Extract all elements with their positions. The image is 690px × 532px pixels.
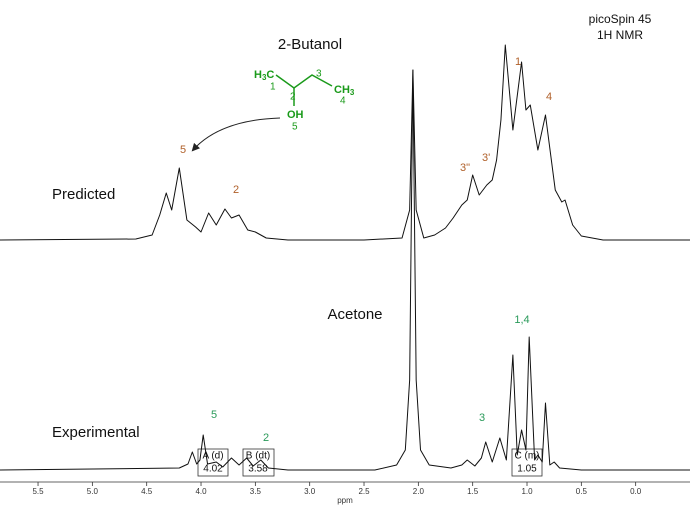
x-tick-label: 1.5: [467, 487, 479, 496]
peak-label: 3": [460, 162, 470, 174]
x-tick-label: 4.5: [141, 487, 153, 496]
instrument: picoSpin 45: [589, 12, 652, 26]
peak-box-shift: 1.05: [517, 464, 537, 475]
atom-number: 2: [290, 92, 296, 103]
x-tick-label: 5.5: [32, 487, 44, 496]
peak-label: 2: [263, 432, 269, 444]
bond: [275, 74, 333, 89]
x-axis-label: ppm: [337, 496, 353, 505]
peak-label: 3': [482, 152, 490, 164]
spectrum: [0, 69, 690, 471]
x-tick-label: 2.5: [358, 487, 370, 496]
spectrum: [0, 44, 690, 241]
peak-box-label: A (d): [202, 451, 223, 462]
peak-box: [511, 448, 543, 477]
atom-number: 3: [316, 69, 322, 80]
atom: OH: [287, 109, 304, 121]
peak-box-shift: 3.58: [248, 464, 268, 475]
arrow: [191, 117, 281, 152]
series-label: Experimental: [52, 424, 140, 441]
atom: CH3: [334, 84, 355, 97]
atom: H3C: [254, 69, 274, 82]
peak-label: 4: [546, 91, 552, 103]
x-tick-label: 0.5: [576, 487, 588, 496]
x-tick-label: 2.0: [413, 487, 425, 496]
atom-number: 1: [270, 82, 276, 93]
x-tick-label: 3.5: [250, 487, 262, 496]
peak-box-label: C (m): [515, 451, 540, 462]
peak-label: 2: [233, 184, 239, 196]
x-tick-label: 0.0: [630, 487, 642, 496]
peak-box-shift: 4.02: [203, 464, 223, 475]
atom-number: 5: [292, 122, 298, 133]
peak-label: 5: [211, 409, 217, 421]
x-tick-label: 1.0: [521, 487, 533, 496]
peak-label: 1,4: [514, 314, 529, 326]
series-label: Predicted: [52, 186, 115, 203]
peak-box-label: B (dt): [246, 451, 270, 462]
x-tick-label: 3.0: [304, 487, 316, 496]
x-tick-label: 5.0: [87, 487, 99, 496]
instrument: 1H NMR: [597, 28, 643, 42]
x-tick-label: 4.0: [195, 487, 207, 496]
peak-box: [242, 448, 275, 477]
solvent-label: Acetone: [327, 306, 382, 323]
chart-title: 2-Butanol: [278, 36, 342, 53]
peak-label: 5: [180, 144, 186, 156]
peak-label: 3: [479, 412, 485, 424]
molecule: [275, 74, 333, 106]
peak-label: 1: [515, 56, 521, 68]
atom-number: 4: [340, 96, 346, 107]
